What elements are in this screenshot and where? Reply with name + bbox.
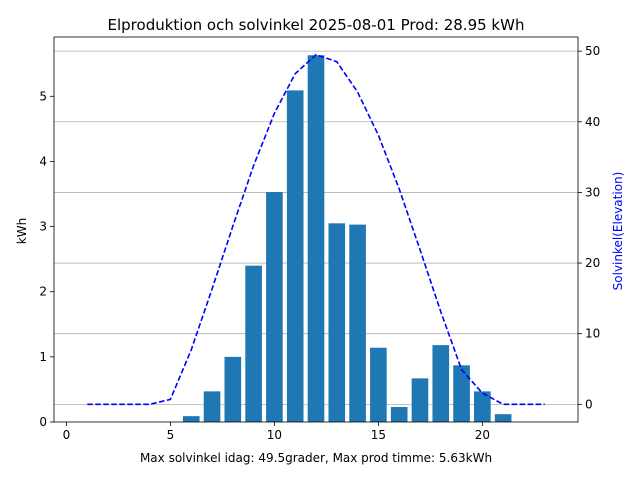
x-tick-label: 0 (63, 428, 71, 442)
bar (432, 345, 450, 422)
bar (494, 414, 512, 422)
x-tick-label: 15 (371, 428, 386, 442)
bar (307, 55, 325, 423)
y-tick-label: 1 (39, 350, 47, 364)
x-tick-label: 10 (267, 428, 282, 442)
y2-tick-label: 20 (585, 256, 600, 270)
bar (453, 365, 470, 422)
bar (390, 407, 408, 422)
y-tick-label: 0 (39, 415, 47, 429)
bar (266, 192, 283, 422)
bar (224, 356, 242, 422)
y2-axis-label: Solvinkel(Elevation) (611, 172, 625, 291)
x-tick-label: 5 (167, 428, 175, 442)
y2-tick-label: 10 (585, 327, 600, 341)
x-tick-label: 20 (475, 428, 490, 442)
x-axis-label: Max solvinkel idag: 49.5grader, Max prod… (140, 451, 492, 465)
bar (370, 347, 387, 422)
bar (411, 378, 429, 422)
y-tick-label: 2 (39, 285, 47, 299)
y-axis-label: kWh (15, 218, 29, 244)
y2-tick-label: 50 (585, 44, 600, 58)
y-tick-label: 3 (39, 220, 47, 234)
bar (349, 224, 366, 422)
bar (286, 90, 304, 422)
y2-tick-label: 40 (585, 115, 600, 129)
y-tick-label: 4 (39, 154, 47, 168)
y2-tick-label: 30 (585, 185, 600, 199)
bar (474, 391, 491, 422)
y-tick-label: 5 (39, 89, 47, 103)
bar (328, 223, 346, 422)
bar (182, 416, 200, 422)
plot-frame (53, 36, 579, 423)
bar (245, 265, 262, 422)
series-line-elevation (87, 53, 545, 406)
bar (203, 391, 221, 422)
y2-tick-label: 0 (585, 397, 593, 411)
chart-title: Elproduktion och solvinkel 2025-08-01 Pr… (108, 16, 525, 34)
